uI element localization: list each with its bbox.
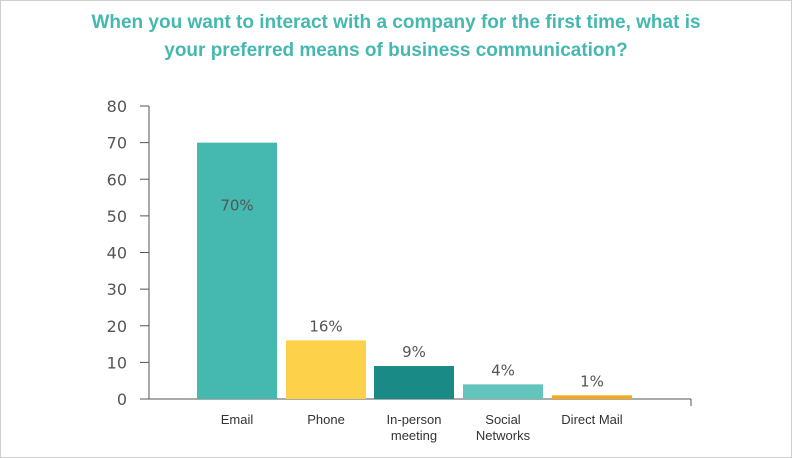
category-label: Email [221, 412, 254, 427]
bar-social-networks [463, 384, 543, 399]
category-label: Social Networks [476, 412, 531, 443]
category-label: Direct Mail [561, 412, 623, 427]
chart-title: When you want to interact with a company… [1, 9, 791, 65]
chart-title-line-2: your preferred means of business communi… [164, 40, 628, 61]
x-axis [149, 398, 692, 406]
y-tick-label: 20 [107, 317, 127, 336]
data-labels-group: 70% 16% 9% 4% 1% [220, 197, 604, 391]
data-label: 9% [402, 343, 426, 361]
category-label: In-person meeting [387, 412, 442, 443]
data-label: 16% [309, 317, 342, 335]
y-tick-label: 80 [107, 97, 127, 116]
bar-phone [286, 340, 366, 399]
y-axis: 0 10 20 30 40 50 60 70 80 [107, 97, 150, 409]
y-tick-label: 10 [107, 353, 127, 372]
y-tick-label: 70 [107, 134, 127, 153]
y-tick-label: 50 [107, 207, 127, 226]
y-tick-label: 30 [107, 280, 127, 299]
y-tick-label: 40 [107, 244, 127, 263]
category-labels-group: Email Phone In-person meeting Social Networks… [221, 412, 623, 443]
bar-direct-mail [552, 395, 632, 399]
data-label: 4% [491, 361, 515, 379]
bar-email [197, 142, 277, 399]
category-label: Phone [307, 412, 345, 427]
bar-in-person-meeting [374, 366, 454, 399]
y-tick-label: 60 [107, 170, 127, 189]
data-label: 1% [580, 372, 604, 390]
chart-title-line-1: When you want to interact with a company… [91, 12, 701, 33]
y-tick-label: 0 [117, 390, 127, 409]
data-label: 70% [220, 197, 253, 215]
bars-group [197, 142, 632, 399]
